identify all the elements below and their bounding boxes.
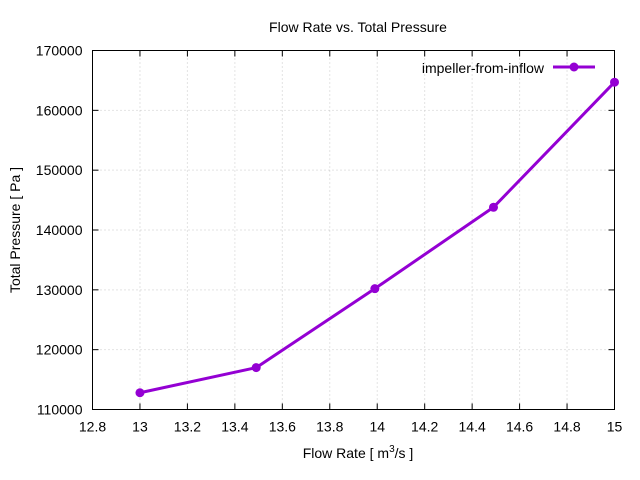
x-tick-label: 14.6: [506, 419, 533, 435]
legend-label: impeller-from-inflow: [422, 60, 545, 76]
grid-layer: [92, 50, 615, 410]
legend-marker: [569, 62, 579, 72]
x-axis-title-main: Flow Rate [ m: [303, 445, 389, 461]
x-tick-label: 13.8: [316, 419, 343, 435]
x-tick-label: 13.4: [221, 419, 248, 435]
x-tick-label: 15: [607, 419, 623, 435]
data-point: [135, 388, 145, 398]
y-tick-label: 120000: [36, 342, 83, 358]
y-tick-label: 160000: [36, 102, 83, 118]
x-tick-label: 14.8: [553, 419, 580, 435]
y-tick-label: 130000: [36, 282, 83, 298]
x-axis-title: Flow Rate [ m3/s ]: [303, 444, 414, 461]
chart-title: Flow Rate vs. Total Pressure: [269, 19, 447, 35]
y-tick-label: 110000: [37, 402, 83, 418]
x-tick-label: 12.8: [79, 419, 106, 435]
y-tick-label: 140000: [36, 222, 83, 238]
y-tick-label: 150000: [36, 162, 83, 178]
data-point: [251, 363, 261, 373]
data-point: [488, 202, 498, 212]
x-tick-labels: 12.8 13 13.2 13.4 13.6 13.8 14 14.2 14.4 14.6 14.8…: [79, 419, 623, 435]
legend: impeller-from-inflow: [422, 60, 595, 76]
tick-layer: [92, 50, 615, 410]
y-axis-title: Total Pressure [ Pa ]: [7, 167, 23, 293]
x-axis-title-sup: 3: [389, 444, 395, 455]
x-tick-label: 14.2: [411, 419, 438, 435]
data-point: [370, 284, 380, 294]
y-tick-label: 170000: [36, 43, 83, 59]
y-tick-labels: 110000 120000 130000 140000 150000 160000 1700…: [36, 43, 83, 418]
series-line: [139, 81, 616, 395]
series-layer: [135, 77, 619, 398]
x-tick-label: 13.6: [269, 419, 296, 435]
x-tick-label: 14: [369, 419, 385, 435]
x-tick-label: 13.2: [174, 419, 201, 435]
x-axis-title-tail: /s ]: [395, 445, 414, 461]
data-point: [610, 77, 619, 87]
x-tick-label: 13: [132, 419, 148, 435]
x-tick-label: 14.4: [459, 419, 486, 435]
